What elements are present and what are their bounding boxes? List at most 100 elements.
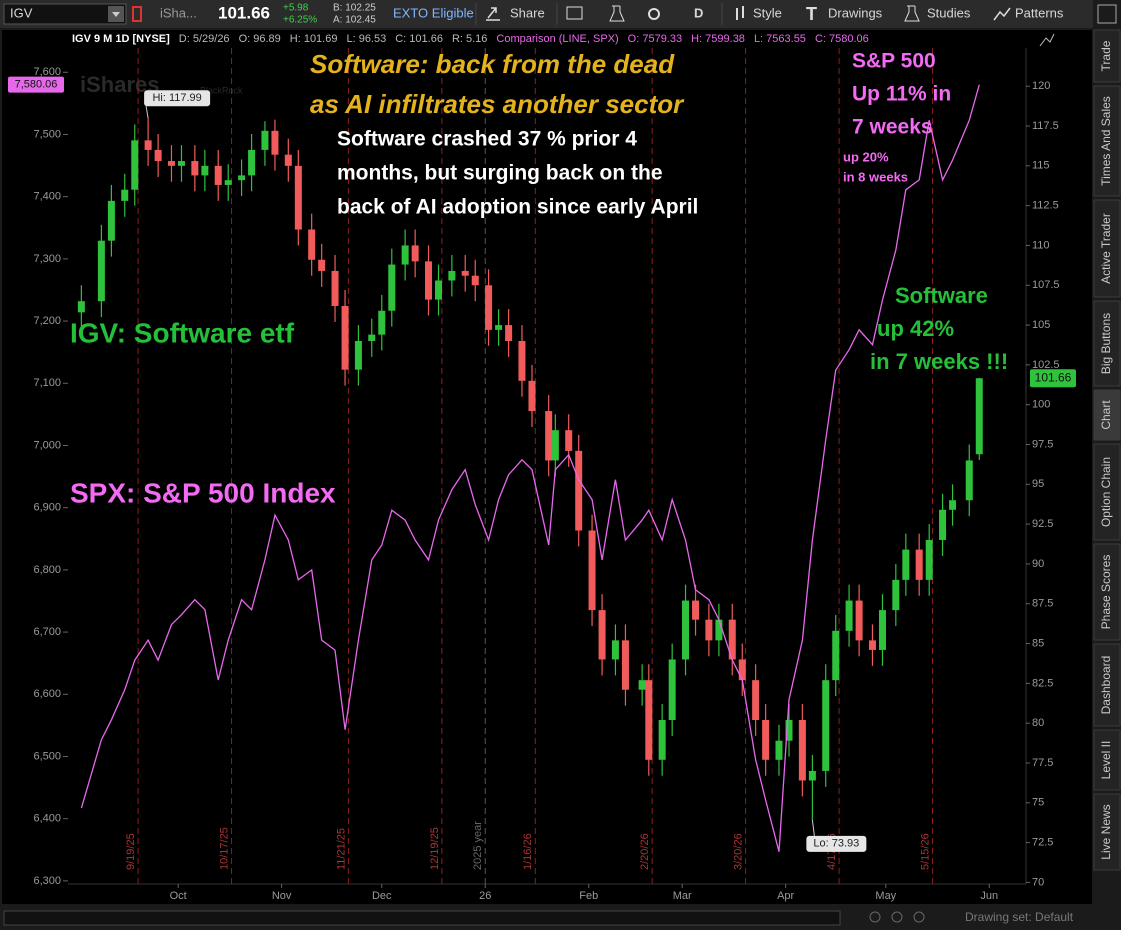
- candle-body: [822, 680, 830, 771]
- candle-body: [611, 640, 619, 660]
- candle-body: [658, 719, 666, 760]
- side-tab[interactable]: [1093, 793, 1121, 871]
- drawing-set[interactable]: Drawing set: Default: [965, 910, 1074, 924]
- candle-body: [762, 719, 770, 760]
- y2-tick-label: 95: [1032, 478, 1044, 490]
- marker-label: 3/20/26: [733, 833, 745, 870]
- lo-box: [806, 835, 867, 852]
- zoom-in[interactable]: [891, 911, 903, 923]
- marker-label: 2/20/26: [639, 833, 651, 870]
- annotation: 7 weeks: [852, 116, 933, 139]
- candle-body: [621, 640, 629, 690]
- x-tick-label: 26: [479, 890, 491, 902]
- y2-tick-label: 80: [1032, 717, 1044, 729]
- annotation: in 7 weeks !!!: [870, 349, 1008, 374]
- side-tab-label: Times And Sales: [1099, 96, 1113, 186]
- link-icon[interactable]: [132, 6, 142, 22]
- annotation: up 42%: [877, 316, 954, 341]
- candle-body: [378, 310, 386, 335]
- candle-body: [551, 430, 559, 461]
- side-tab-label: Big Buttons: [1099, 313, 1113, 374]
- candle-body: [738, 659, 746, 681]
- y2-tick-label: 92.5: [1032, 518, 1053, 530]
- annotation: as AI infiltrates another sector: [310, 89, 685, 119]
- candle-body: [855, 600, 863, 641]
- candle-body: [201, 165, 209, 176]
- side-tab[interactable]: [1093, 729, 1121, 791]
- change-pct: +6.25%: [283, 15, 317, 26]
- annotation: Software crashed 37 % prior 4: [337, 128, 637, 151]
- exto[interactable]: EXTO Eligible: [393, 5, 474, 20]
- candle-body: [271, 130, 279, 155]
- candle-body: [798, 719, 806, 781]
- snapshot-icon[interactable]: [566, 6, 583, 20]
- annotation: Software: [895, 283, 988, 308]
- candle-body: [638, 680, 646, 690]
- candle-body: [892, 579, 900, 611]
- candle-body: [401, 245, 409, 265]
- x-tick-label: Apr: [777, 890, 794, 902]
- side-tab[interactable]: [1093, 443, 1121, 541]
- candle-body: [411, 245, 419, 262]
- side-tab[interactable]: [1093, 389, 1121, 441]
- y2-tick-label: 85: [1032, 637, 1044, 649]
- lo-connector: [811, 819, 815, 836]
- side-tab[interactable]: [1093, 85, 1121, 197]
- patterns-button[interactable]: Patterns: [1015, 5, 1064, 20]
- header-field: L: 96.53: [346, 33, 386, 45]
- description: iSha...: [160, 5, 197, 20]
- scrollbar[interactable]: [3, 910, 841, 926]
- side-tab-label: Chart: [1099, 400, 1113, 430]
- last-label-box: [8, 76, 64, 93]
- y-tick-label: 7,500: [33, 128, 61, 140]
- style-button[interactable]: Style: [753, 5, 782, 20]
- side-tab-label: Level II: [1099, 741, 1113, 780]
- share-button[interactable]: Share: [510, 5, 545, 20]
- header-field: D: 5/29/26: [179, 33, 230, 45]
- candle-body: [191, 161, 199, 176]
- side-tab[interactable]: [1093, 543, 1121, 641]
- side-tab[interactable]: [1093, 643, 1121, 727]
- y2-tick-label: 72.5: [1032, 837, 1053, 849]
- side-tab[interactable]: [1093, 199, 1121, 298]
- y2-tick-label: 102.5: [1032, 359, 1060, 371]
- candle-body: [752, 680, 760, 720]
- y-tick-label: 6,400: [33, 813, 61, 825]
- crosshair[interactable]: [913, 911, 925, 923]
- dropdown-arrow: [112, 12, 120, 17]
- settings-icon[interactable]: [648, 8, 660, 20]
- zoom-out[interactable]: [869, 911, 881, 923]
- hi-label: Hi: 117.99: [152, 92, 201, 104]
- symbol-box[interactable]: [3, 3, 127, 25]
- studies-button[interactable]: Studies: [927, 5, 971, 20]
- annotation: Software: back from the dead: [310, 49, 675, 79]
- header-field: R: 5.16: [452, 33, 487, 45]
- candle-body: [845, 600, 853, 631]
- candle-body: [775, 740, 783, 760]
- y-tick-label: 7,400: [33, 191, 61, 203]
- candle-body: [368, 334, 376, 341]
- last-price: 101.66: [218, 3, 270, 22]
- watermark: BlackRock: [200, 85, 243, 95]
- expand-icon[interactable]: [1039, 33, 1055, 47]
- hi-connector: [145, 106, 149, 119]
- candle-body: [425, 261, 433, 300]
- y-tick-label: 6,800: [33, 564, 61, 576]
- drawings-button[interactable]: Drawings: [828, 5, 883, 20]
- panel-toggle[interactable]: [1097, 4, 1117, 24]
- period-button[interactable]: D: [694, 5, 703, 20]
- marker-label: 5/15/26: [919, 833, 931, 870]
- flask-icon[interactable]: [609, 5, 625, 22]
- candle-body: [939, 509, 947, 541]
- y-tick-label: 7,300: [33, 253, 61, 265]
- side-tab[interactable]: [1093, 29, 1121, 83]
- y-tick-label: 6,900: [33, 502, 61, 514]
- x-tick-label: Mar: [673, 890, 692, 902]
- side-tab[interactable]: [1093, 300, 1121, 387]
- candle-body: [785, 719, 793, 741]
- candle-body: [154, 149, 162, 162]
- annotation: S&P 500: [852, 50, 936, 73]
- candle-body: [318, 259, 326, 271]
- comparison-field: Comparison (LINE, SPX): [496, 33, 618, 45]
- y-tick-label: 6,500: [33, 750, 61, 762]
